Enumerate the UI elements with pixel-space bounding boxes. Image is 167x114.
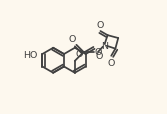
- Text: HO: HO: [23, 50, 37, 59]
- Text: O: O: [108, 58, 115, 67]
- Text: O: O: [68, 35, 75, 44]
- Text: O: O: [76, 49, 83, 58]
- Text: O: O: [95, 48, 102, 57]
- Text: O: O: [97, 21, 104, 30]
- Text: N: N: [101, 42, 108, 51]
- Text: O: O: [96, 51, 103, 60]
